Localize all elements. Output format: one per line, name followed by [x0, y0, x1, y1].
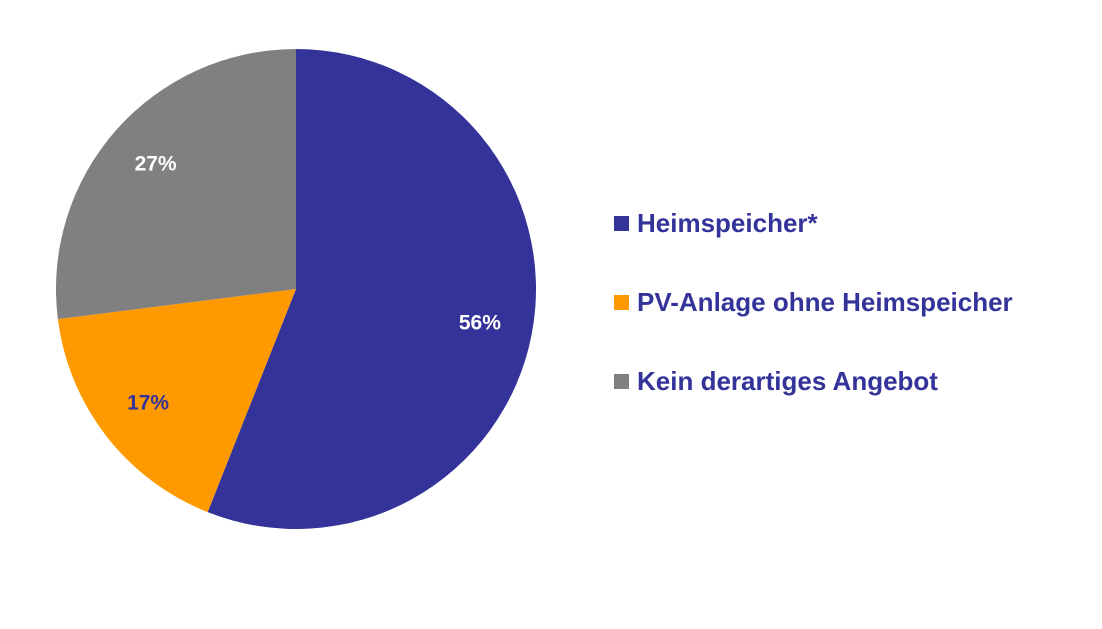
pie-slice-kein-angebot — [55, 49, 296, 320]
legend-swatch-kein-angebot — [614, 373, 629, 389]
legend-item-kein-angebot: Kein derartiges Angebot — [614, 361, 1094, 401]
legend-label-heimspeicher: Heimspeicher* — [637, 207, 818, 238]
legend-item-pv-anlage: PV-Anlage ohne Heimspeicher — [614, 282, 1094, 322]
pie-slice-heimspeicher — [207, 49, 536, 529]
legend-swatch-pv-anlage — [614, 294, 629, 310]
legend-item-heimspeicher: Heimspeicher* — [614, 203, 1094, 243]
legend-swatch-heimspeicher — [614, 215, 629, 231]
legend-label-kein-angebot: Kein derartiges Angebot — [637, 365, 938, 396]
pie-slice-pv-anlage — [57, 289, 296, 513]
slice-label-heimspeicher: 56% — [459, 312, 501, 335]
slice-label-pv-anlage: 17% — [127, 391, 169, 414]
legend-label-pv-anlage: PV-Anlage ohne Heimspeicher — [637, 286, 1013, 317]
chart-legend: Heimspeicher* PV-Anlage ohne Heimspeiche… — [614, 203, 1094, 440]
slice-label-kein-angebot: 27% — [135, 153, 177, 176]
